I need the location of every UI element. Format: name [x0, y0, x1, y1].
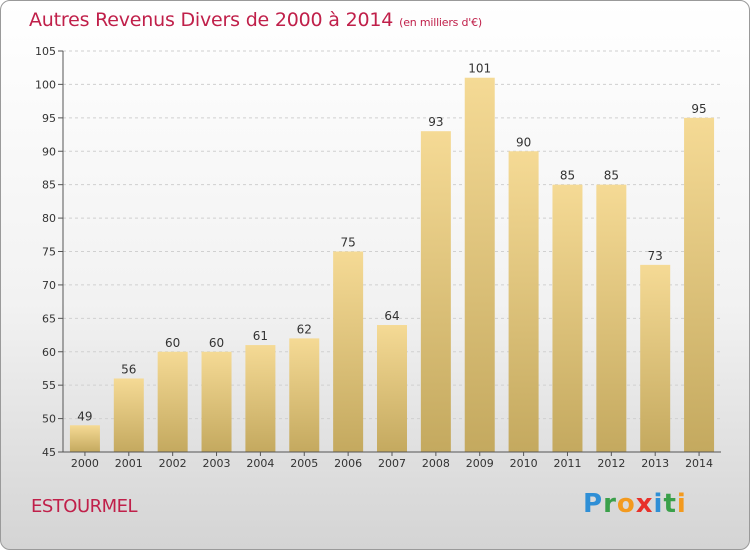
- y-tick-label: 95: [42, 112, 56, 125]
- data-label: 61: [253, 329, 268, 343]
- x-tick-label: 2013: [641, 457, 669, 470]
- x-tick-label: 2000: [71, 457, 99, 470]
- y-tick-label: 90: [42, 145, 56, 158]
- x-tick-label: 2001: [115, 457, 143, 470]
- chart-title-text: Autres Revenus Divers de 2000 à 2014: [29, 9, 394, 31]
- bar: [245, 345, 276, 452]
- x-tick-label: 2006: [334, 457, 362, 470]
- x-tick-label: 2014: [685, 457, 713, 470]
- data-label: 49: [77, 409, 92, 423]
- logo-letter: t: [663, 489, 677, 519]
- data-label: 95: [691, 102, 706, 116]
- x-tick-label: 2011: [553, 457, 581, 470]
- data-label: 101: [468, 62, 491, 76]
- x-tick-label: 2009: [466, 457, 494, 470]
- logo-letter: r: [603, 489, 617, 519]
- y-tick-label: 105: [35, 45, 56, 58]
- y-tick-label: 60: [42, 346, 56, 359]
- y-tick-label: 65: [42, 312, 56, 325]
- x-tick-label: 2010: [510, 457, 538, 470]
- y-tick-label: 70: [42, 279, 56, 292]
- x-tick-label: 2012: [597, 457, 625, 470]
- bar: [333, 251, 364, 452]
- data-label: 64: [384, 309, 399, 323]
- logo-letter: i: [676, 489, 687, 519]
- y-tick-label: 45: [42, 446, 56, 459]
- data-label: 62: [297, 322, 312, 336]
- logo-letter: o: [616, 489, 636, 519]
- proxiti-logo[interactable]: Proxiti: [583, 489, 687, 519]
- logo-letter: P: [583, 489, 604, 519]
- bar: [377, 325, 407, 452]
- bar: [420, 131, 451, 452]
- chart-subtitle: (en milliers d'€): [399, 16, 483, 29]
- y-tick-label: 100: [35, 78, 56, 91]
- data-label: 75: [340, 236, 355, 250]
- bar: [157, 351, 188, 452]
- bar: [464, 77, 495, 452]
- x-tick-label: 2008: [422, 457, 450, 470]
- y-tick-label: 75: [42, 246, 56, 259]
- data-label: 60: [165, 336, 180, 350]
- data-label: 85: [604, 169, 619, 183]
- x-tick-label: 2003: [203, 457, 231, 470]
- bars: [69, 77, 715, 452]
- town-name: ESTOURMEL: [31, 496, 138, 517]
- bar: [596, 184, 627, 452]
- x-tick-label: 2004: [246, 457, 274, 470]
- data-label: 90: [516, 135, 531, 149]
- y-tick-label: 50: [42, 413, 56, 426]
- y-tick-label: 85: [42, 179, 56, 192]
- bar: [640, 264, 671, 452]
- labels: 45 50 55 60 65 70 75 80 85 90 95 100 105 49 2000 56 2001…: [35, 45, 713, 470]
- y-tick-label: 80: [42, 212, 56, 225]
- axes: [58, 50, 721, 456]
- chart-title: Autres Revenus Divers de 2000 à 2014 (en …: [29, 9, 482, 31]
- bar: [289, 338, 320, 452]
- y-tick-label: 55: [42, 379, 56, 392]
- x-tick-label: 2002: [159, 457, 187, 470]
- data-label: 73: [648, 249, 663, 263]
- data-label: 93: [428, 115, 443, 129]
- x-tick-label: 2005: [290, 457, 318, 470]
- data-label: 56: [121, 362, 136, 376]
- logo-letter: i: [653, 489, 664, 519]
- bar: [69, 425, 100, 452]
- bar: [201, 351, 232, 452]
- bar: [552, 184, 583, 452]
- bar: [684, 117, 715, 452]
- x-tick-label: 2007: [378, 457, 406, 470]
- bar: [113, 378, 144, 452]
- bar: [508, 151, 539, 452]
- data-label: 85: [560, 169, 575, 183]
- data-label: 60: [209, 336, 224, 350]
- logo-letter: x: [635, 489, 654, 519]
